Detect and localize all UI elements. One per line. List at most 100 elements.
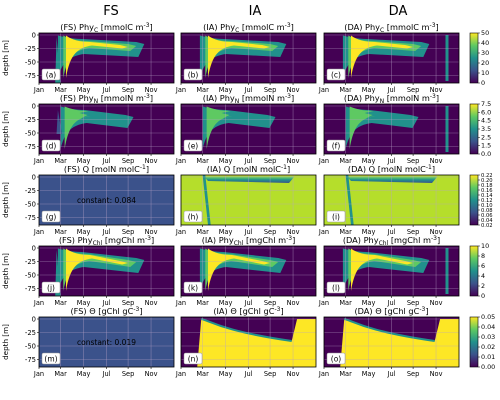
colorbar-tick-label: 0.06 [481, 213, 493, 219]
panel-title: (FS) PhyC [mmolC m-3] [60, 22, 152, 34]
colorbar-tick-label: 0.20 [481, 178, 493, 184]
panel-label-box [41, 210, 61, 223]
panel-label-box [183, 352, 203, 365]
y-tick-label: -25 [25, 187, 36, 195]
colorbar-tick-label: 0.03 [481, 333, 495, 341]
bloom-core [66, 248, 129, 291]
panel-label-box [41, 139, 61, 152]
x-tick-label: Nov [145, 299, 158, 307]
x-tick-label: Jan [318, 157, 329, 165]
x-tick-label: Sep [122, 370, 134, 378]
colorbar-tick-label: 0 [481, 292, 485, 300]
column-header-fs: FS [103, 4, 119, 19]
colorbar-tick-label: 1.5 [481, 142, 491, 150]
panel-label: (h) [188, 213, 199, 222]
x-tick-label: Nov [145, 157, 158, 165]
colorbar-tick-label: 0.10 [481, 203, 493, 209]
x-tick-label: Jan [318, 370, 329, 378]
colorbar-tick-label: 7.5 [481, 100, 491, 108]
panel-c: (DA) PhyC [mmolC m-3] (c)Jan Mar May Jul Sep N… [318, 22, 460, 94]
x-tick-label: Sep [122, 157, 134, 165]
y-tick-label: -75 [25, 143, 36, 151]
x-tick-label: May [219, 299, 233, 307]
x-tick-label: May [362, 370, 376, 378]
panel-label-box [326, 139, 346, 152]
x-tick-label: Sep [264, 157, 276, 165]
x-tick-label: Mar [54, 86, 67, 94]
x-tick-label: Nov [145, 228, 158, 236]
x-tick-label: Jul [102, 157, 111, 165]
x-tick-label: Mar [54, 157, 67, 165]
colorbar-gradient [469, 103, 479, 155]
panel-label-box [41, 352, 61, 365]
x-tick-label: Sep [122, 86, 134, 94]
panel-d: (FS) PhyN [mmolN m-3] (d) 0 -25 -50 -75 depth … [1, 93, 175, 165]
panel-label: (c) [331, 71, 341, 80]
nitrogen-band-core [349, 106, 376, 149]
y-axis-label: depth [m] [1, 40, 10, 76]
y-tick-label: 0 [32, 316, 36, 324]
x-tick-label: Jul [244, 228, 253, 236]
constant-annotation: constant: 0.019 [77, 338, 136, 347]
bloom-core [208, 35, 271, 78]
x-tick-label: Jan [33, 86, 44, 94]
panel-label: (n) [188, 355, 199, 364]
panel-title: (IA) PhyN [mmolN m-3] [203, 93, 294, 105]
panel-label: (i) [332, 213, 340, 222]
y-tick-label: -75 [25, 356, 36, 364]
x-tick-label: Sep [407, 370, 419, 378]
colorbar-tick-label: 0.05 [481, 313, 495, 321]
x-tick-label: Nov [287, 228, 300, 236]
x-tick-label: Mar [196, 157, 209, 165]
panel-label-box [41, 68, 61, 81]
x-tick-label: May [77, 86, 91, 94]
y-tick-label: 0 [32, 103, 36, 111]
x-tick-label: Jul [387, 86, 396, 94]
x-tick-label: Mar [54, 228, 67, 236]
x-tick-label: Mar [339, 370, 352, 378]
colorbar-gradient [469, 245, 479, 297]
x-tick-label: Mar [339, 157, 352, 165]
x-tick-label: Mar [339, 86, 352, 94]
x-tick-label: Sep [264, 370, 276, 378]
x-tick-label: Mar [339, 299, 352, 307]
x-tick-label: Jan [175, 86, 186, 94]
colorbar-tick-label: 4.5 [481, 117, 491, 125]
x-tick-label: Jul [387, 299, 396, 307]
x-tick-label: Sep [264, 86, 276, 94]
x-tick-label: Sep [264, 299, 276, 307]
colorbar-tick-label: 0.18 [481, 183, 493, 189]
x-tick-label: Sep [264, 228, 276, 236]
panel-title: (FS) Q [molN molC-1] [64, 164, 149, 174]
panel-title: (FS) PhyChl [mgChl m-3] [59, 235, 154, 247]
y-tick-label: -50 [25, 343, 36, 351]
x-tick-label: Jan [175, 228, 186, 236]
x-tick-label: May [362, 86, 376, 94]
colorbar-tick-label: 40 [481, 39, 489, 47]
late-year-plume [445, 106, 449, 152]
colorbar-gradient [469, 316, 479, 368]
x-tick-label: Sep [407, 299, 419, 307]
late-year-plume [445, 248, 449, 294]
panel-i: (DA) Q [molN molC-1] (i)Jan Mar May Jul Sep No… [318, 164, 460, 236]
x-tick-label: Mar [54, 370, 67, 378]
panel-title: (DA) Θ [gChl gC-3] [354, 306, 428, 316]
panel-label: (e) [188, 142, 199, 151]
panel-label-box [183, 68, 203, 81]
spring-transition [202, 175, 211, 225]
x-tick-label: Nov [430, 299, 443, 307]
colorbar-0: 0 10 20 30 40 50 [469, 29, 489, 87]
x-tick-label: Jul [244, 86, 253, 94]
x-tick-label: Jul [244, 370, 253, 378]
colorbar-4: 0.00 0.01 0.02 0.03 0.04 0.05 [469, 313, 495, 371]
y-tick-label: -50 [25, 130, 36, 138]
x-tick-label: May [219, 370, 233, 378]
colorbar-tick-label: 0.04 [481, 218, 493, 224]
x-tick-label: Jul [102, 228, 111, 236]
y-tick-label: -50 [25, 201, 36, 209]
panel-label-box [326, 210, 346, 223]
x-tick-label: Nov [430, 228, 443, 236]
panel-label-box [41, 281, 61, 294]
panel-h: (IA) Q [molN molC-1] (h)Jan Mar May Jul Sep No… [175, 164, 317, 236]
colorbar-gradient [469, 174, 479, 226]
